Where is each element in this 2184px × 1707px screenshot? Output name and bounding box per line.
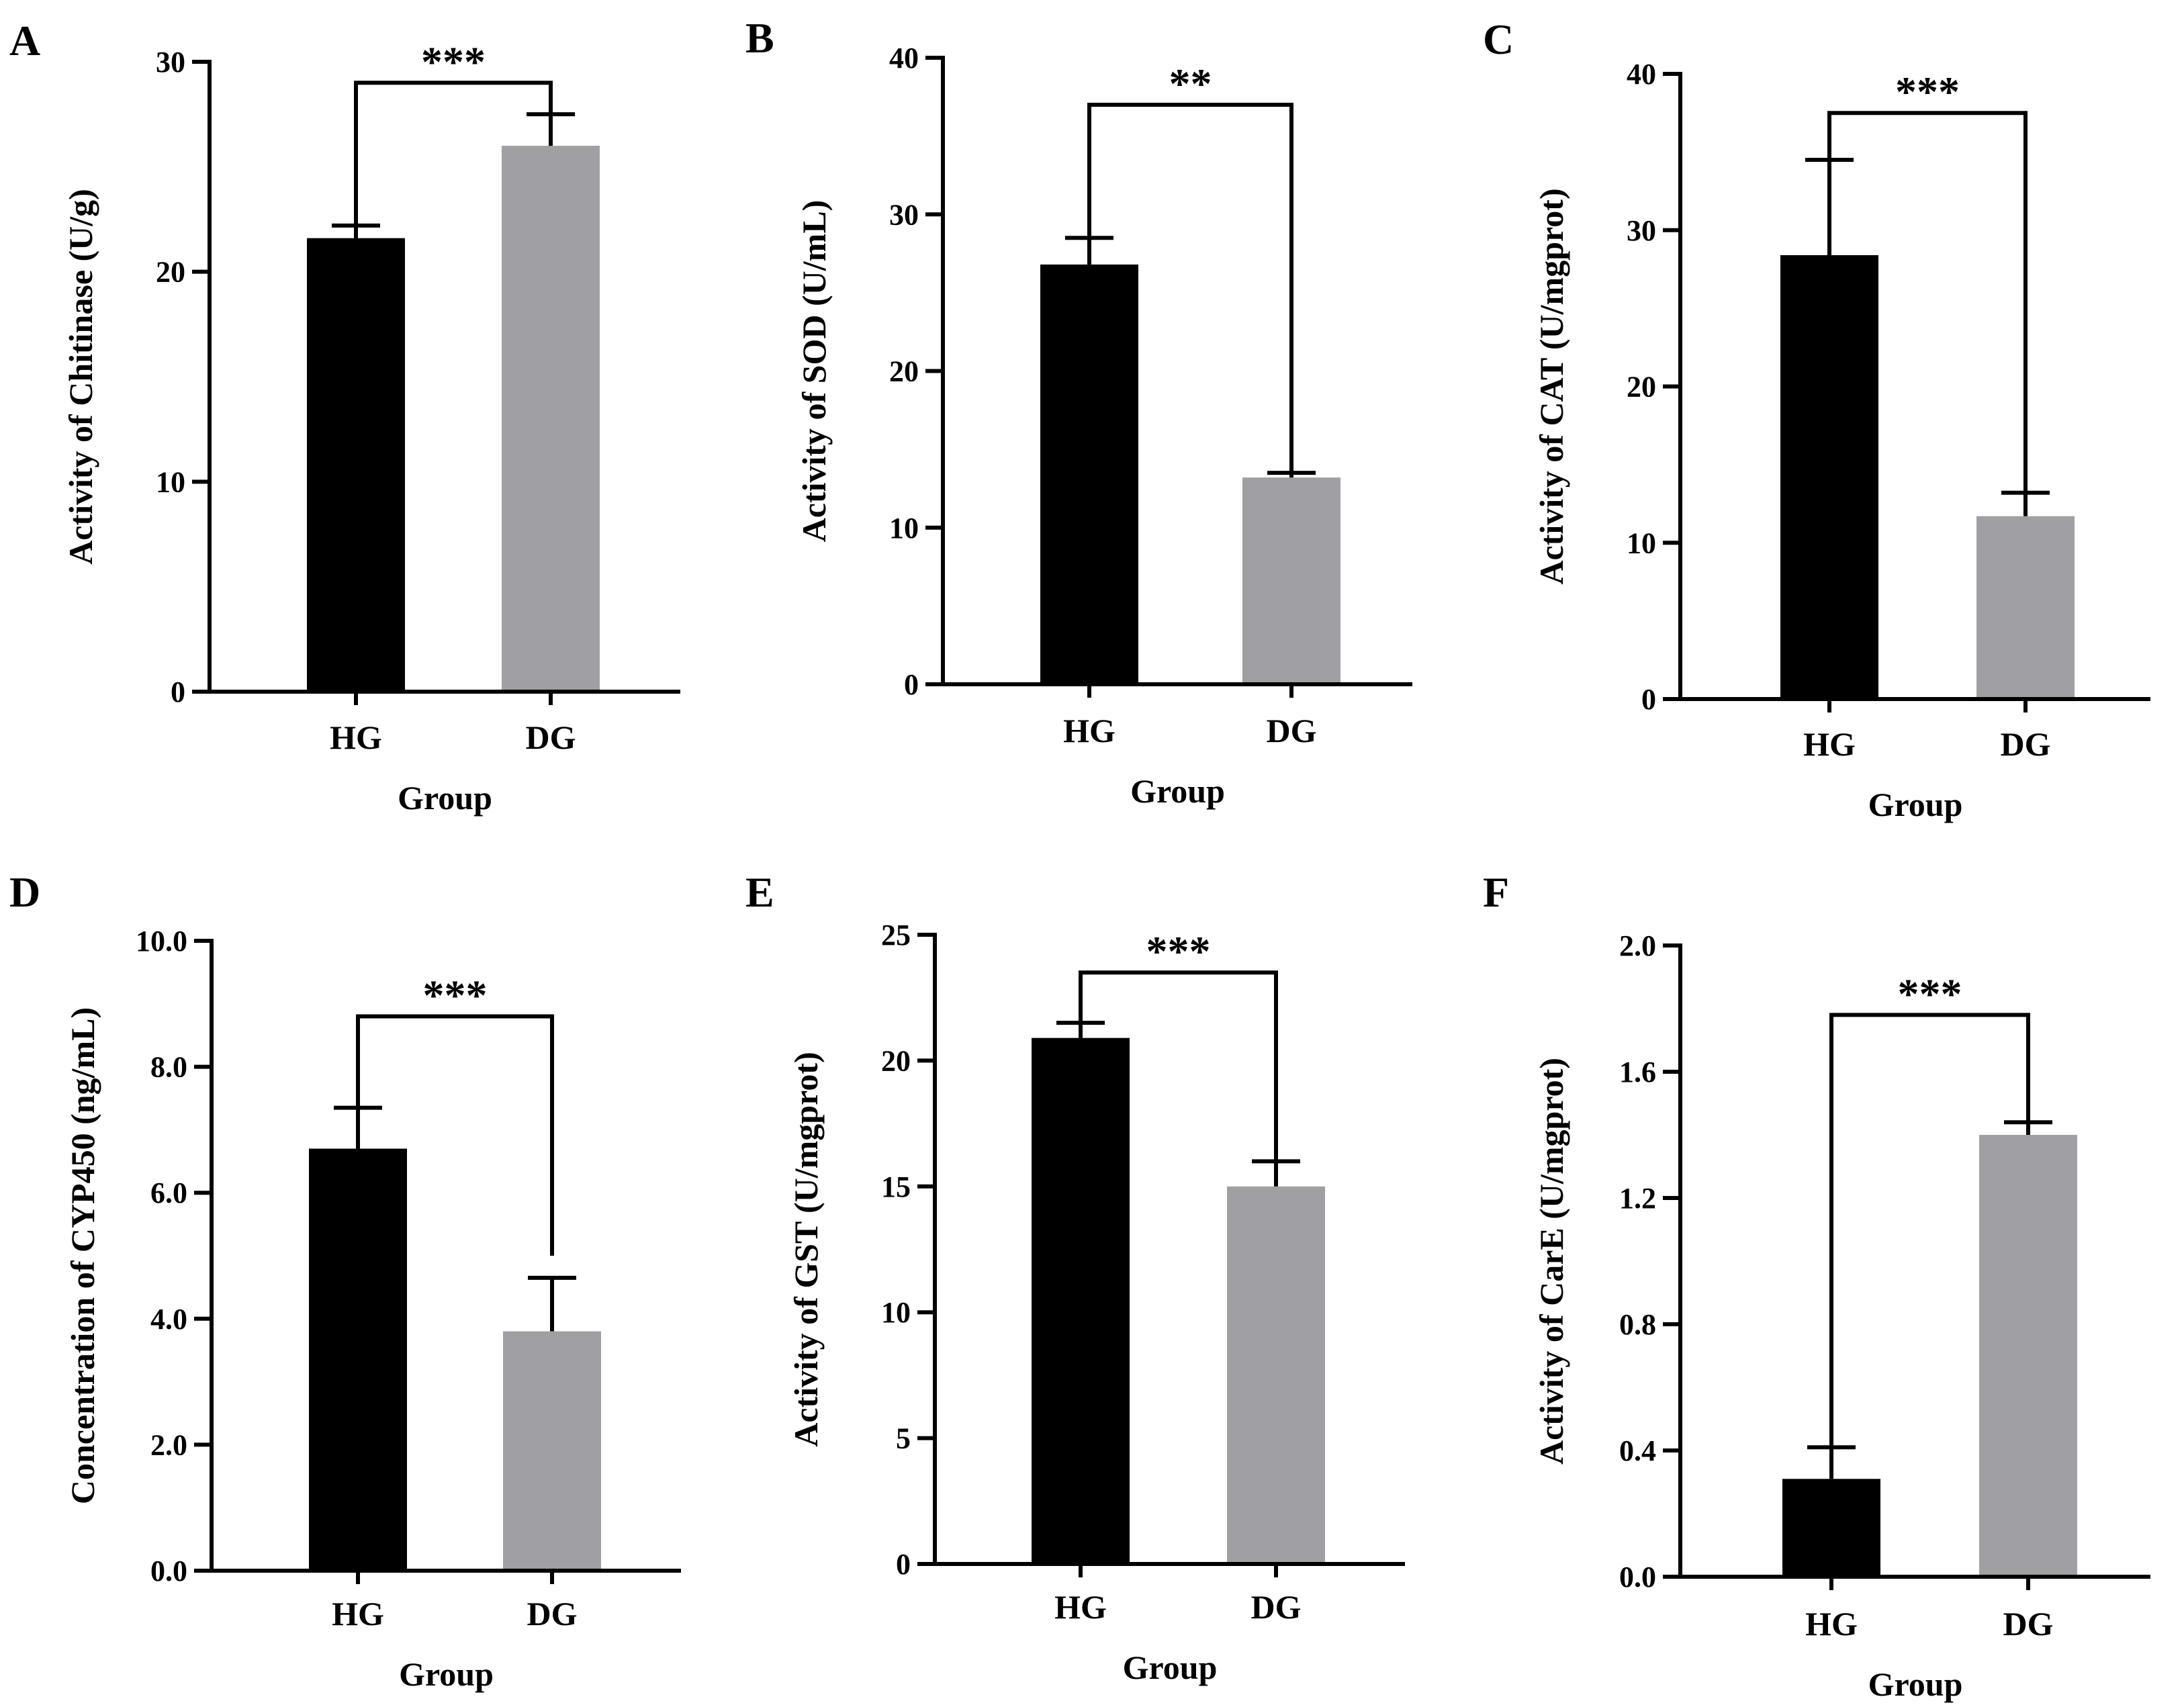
- y-tick-label: 10: [881, 1296, 911, 1329]
- y-axis-title: Activity of GST (U/mgprot): [787, 1052, 825, 1446]
- bar-dg: [1976, 516, 2075, 699]
- panel-letter: C: [1483, 15, 1514, 63]
- significance-label: ***: [1895, 68, 1960, 116]
- y-tick-label: 20: [156, 256, 185, 289]
- y-tick-label: 15: [881, 1170, 911, 1203]
- y-tick-label: 10: [156, 465, 185, 498]
- bar-hg: [309, 1148, 407, 1571]
- x-axis-title: Group: [1130, 772, 1225, 810]
- x-axis-title: Group: [398, 779, 492, 817]
- y-tick-label: 1.2: [1619, 1182, 1656, 1215]
- y-tick-label: 10: [889, 512, 919, 545]
- y-tick-label: 0.0: [150, 1555, 187, 1587]
- significance-bracket: [356, 1014, 554, 1256]
- y-tick-label: 30: [889, 198, 919, 231]
- y-tick-label: 25: [881, 919, 911, 952]
- x-tick-label: DG: [526, 719, 576, 756]
- y-axis-title: Activity of Chitinase (U/g): [62, 189, 99, 565]
- x-axis-title: Group: [1868, 786, 1963, 823]
- y-tick-label: 40: [1627, 58, 1656, 91]
- x-tick-label: DG: [1251, 1588, 1302, 1626]
- x-tick-label: DG: [1267, 712, 1317, 749]
- y-tick-label: 0.0: [1619, 1561, 1656, 1594]
- y-tick-label: 20: [1627, 371, 1656, 404]
- y-tick-label: 2.0: [150, 1428, 187, 1461]
- x-axis-title: Group: [1123, 1649, 1218, 1686]
- x-axis-title: Group: [1868, 1665, 1963, 1703]
- significance-label: ***: [1146, 927, 1211, 975]
- x-tick-label: DG: [2001, 725, 2051, 763]
- significance-label: **: [1169, 60, 1212, 107]
- significance-bracket: [1829, 1013, 2030, 1448]
- y-tick-label: 10: [1627, 526, 1656, 559]
- x-tick-label: HG: [1054, 1588, 1107, 1626]
- significance-label: ***: [423, 972, 488, 1019]
- bar-hg: [1040, 264, 1138, 684]
- panel-c: C HG DG 0 10 20 30 40 Group Activity of CAT (U/mg…: [1483, 15, 2150, 823]
- panel-letter: B: [745, 14, 774, 62]
- y-tick-label: 6.0: [150, 1177, 187, 1209]
- y-tick-label: 8.0: [150, 1051, 187, 1084]
- y-axis-title: Activity of CAT (U/mgprot): [1533, 188, 1570, 584]
- y-axis-title: Activity of SOD (U/mL): [795, 200, 833, 543]
- y-tick-label: 2.0: [1619, 929, 1656, 962]
- y-tick-label: 10.0: [136, 925, 187, 958]
- y-tick-label: 0: [896, 1548, 911, 1581]
- bar-dg: [503, 1331, 601, 1571]
- x-axis-title: Group: [399, 1655, 494, 1693]
- y-tick-label: 0: [1641, 683, 1656, 716]
- panel-e: E HG DG 0 5 10 15 20 25 Group Activity of GST (U/m…: [745, 868, 1405, 1686]
- panel-letter: E: [745, 868, 774, 916]
- bar-hg: [1032, 1037, 1130, 1564]
- x-tick-label: HG: [1805, 1605, 1858, 1643]
- y-tick-label: 4.0: [150, 1303, 187, 1336]
- significance-bracket: [1827, 111, 2028, 493]
- y-tick-label: 20: [889, 355, 919, 388]
- y-tick-label: 0.8: [1619, 1308, 1656, 1341]
- x-tick-label: HG: [332, 1595, 384, 1632]
- bar-hg: [307, 238, 405, 692]
- y-tick-label: 0: [904, 668, 919, 701]
- y-axis-title: Activity of CarE (U/mgprot): [1533, 1058, 1570, 1465]
- significance-label: ***: [421, 38, 486, 85]
- bar-dg: [1979, 1135, 2077, 1577]
- y-tick-label: 0: [171, 676, 185, 708]
- significance-bracket: [354, 81, 553, 226]
- x-tick-label: DG: [2003, 1605, 2054, 1643]
- y-tick-label: 40: [889, 42, 919, 75]
- x-tick-label: HG: [330, 719, 382, 756]
- panel-letter: D: [9, 868, 40, 916]
- y-axis-title: Concentration of CYP450 (ng/mL): [64, 1007, 101, 1504]
- y-tick-label: 30: [156, 46, 185, 79]
- x-tick-label: DG: [527, 1595, 578, 1632]
- bar-hg: [1780, 255, 1878, 699]
- bar-dg: [1227, 1186, 1325, 1564]
- bar-dg: [502, 146, 600, 692]
- panel-a: A HG DG 0 10 20 30 Group Activity of Chitinase (…: [9, 17, 680, 817]
- significance-bracket: [1079, 970, 1278, 1162]
- panel-letter: A: [9, 17, 40, 64]
- x-tick-label: HG: [1803, 725, 1856, 763]
- y-tick-label: 20: [881, 1044, 911, 1077]
- x-tick-label: HG: [1063, 712, 1116, 749]
- panel-letter: F: [1483, 868, 1509, 916]
- y-tick-label: 1.6: [1619, 1056, 1656, 1089]
- panel-b: B HG DG 0 10 20 30 40 Group Activity of SOD (U/mL…: [745, 14, 1412, 810]
- bar-hg: [1782, 1479, 1880, 1577]
- y-tick-label: 30: [1627, 214, 1656, 247]
- y-tick-label: 5: [896, 1422, 911, 1455]
- y-tick-label: 0.4: [1619, 1434, 1656, 1467]
- panel-f: F HG DG 0.0 0.4 0.8 1.2 1.6 2.0 Group Activity of …: [1483, 868, 2150, 1703]
- bar-dg: [1242, 477, 1340, 684]
- panel-d: D HG DG 0.0 2.0 4.0 6.0 8.0 10.0 Group Concentrati…: [9, 868, 681, 1693]
- significance-bracket: [1087, 102, 1293, 473]
- significance-label: ***: [1898, 970, 1962, 1017]
